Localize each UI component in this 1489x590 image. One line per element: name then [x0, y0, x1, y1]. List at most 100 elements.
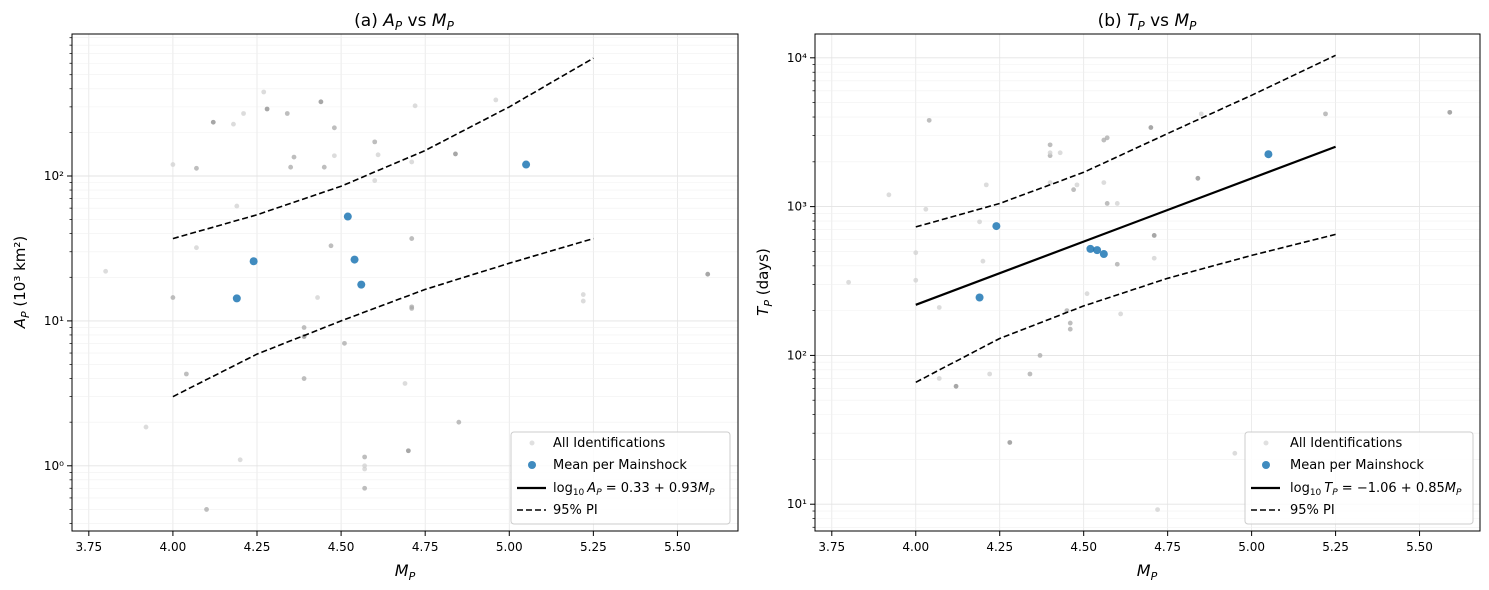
legend-label-mean: Mean per Mainshock: [1290, 458, 1424, 473]
point-all-identification: [1447, 109, 1453, 115]
point-mean-per-mainshock: [249, 257, 258, 266]
point-all-identification: [1057, 150, 1063, 156]
point-all-identification: [231, 121, 236, 127]
point-all-identification: [183, 371, 189, 377]
point-all-identification: [1074, 182, 1080, 188]
x-tick-label: 5.25: [580, 540, 607, 554]
y-tick-label: 10⁰: [44, 459, 64, 473]
chart-panel-a: (a) AP vs MP 3.75 4.00 4.25 4.50 4.75 5.00 5.2…: [11, 11, 739, 583]
point-all-identification: [194, 165, 199, 171]
legend-marker-all: [1263, 440, 1269, 446]
point-all-identification: [143, 424, 149, 430]
pi-upper-line: [915, 54, 1336, 228]
point-all-identification: [1151, 255, 1157, 261]
point-all-identification: [1195, 175, 1201, 181]
point-all-identification: [1007, 440, 1013, 445]
legend-label-all: All Identifications: [553, 436, 665, 451]
point-all-identification: [284, 111, 290, 116]
point-all-identification: [987, 371, 993, 377]
point-mean-per-mainshock: [1099, 250, 1108, 259]
pi-lower-line: [915, 233, 1336, 384]
mean-series: [232, 160, 531, 303]
point-all-identification: [328, 243, 334, 249]
point-all-identification: [983, 182, 989, 188]
plot-frame: [71, 33, 739, 532]
x-tick-label: 5.50: [1406, 540, 1433, 554]
x-tick-label: 5.25: [1322, 540, 1349, 554]
axis-ticks: 3.75 4.00 4.25 4.50 4.75 5.00 5.25 5.50 10¹ 10² 10…: [787, 51, 1433, 554]
point-mean-per-mainshock: [343, 212, 352, 221]
x-tick-label: 4.00: [902, 540, 929, 554]
x-tick-label: 5.00: [496, 540, 523, 554]
x-tick-label: 5.00: [1238, 540, 1265, 554]
point-all-identification: [1067, 326, 1073, 332]
legend-box: [1244, 431, 1474, 525]
all-identifications-series: [103, 89, 711, 512]
point-all-identification: [1037, 353, 1043, 358]
point-all-identification: [1118, 311, 1124, 317]
point-all-identification: [315, 295, 320, 300]
point-all-identification: [412, 103, 418, 109]
point-all-identification: [913, 277, 919, 283]
point-all-identification: [409, 236, 415, 241]
point-mean-per-mainshock: [232, 294, 241, 303]
point-mean-per-mainshock: [350, 255, 359, 264]
y-axis-label: TP (days): [754, 248, 775, 316]
grid: [815, 34, 1480, 531]
point-all-identification: [331, 125, 337, 131]
point-all-identification: [234, 203, 240, 209]
legend: All Identifications Mean per Mainshock l…: [1244, 431, 1474, 525]
point-all-identification: [1071, 187, 1077, 193]
point-all-identification: [580, 298, 586, 304]
x-tick-label: 4.50: [1070, 540, 1097, 554]
point-all-identification: [705, 271, 711, 277]
point-all-identification: [1148, 125, 1154, 130]
point-all-identification: [1155, 507, 1160, 513]
point-all-identification: [980, 258, 986, 264]
chart-title: (b) TP vs MP: [1098, 11, 1198, 33]
point-all-identification: [1101, 180, 1107, 185]
plot-frame: [814, 33, 1481, 532]
point-all-identification: [953, 383, 959, 389]
point-all-identification: [913, 250, 919, 256]
point-mean-per-mainshock: [975, 293, 984, 302]
legend-marker-mean: [528, 461, 536, 469]
point-all-identification: [886, 192, 892, 198]
point-all-identification: [493, 97, 499, 103]
point-all-identification: [264, 106, 270, 112]
y-tick-label: 10³: [787, 200, 807, 214]
fit-line: [915, 145, 1336, 306]
point-all-identification: [926, 117, 932, 123]
point-all-identification: [372, 139, 378, 145]
point-all-identification: [194, 245, 199, 251]
y-tick-label: 10²: [44, 169, 64, 183]
x-tick-label: 3.75: [818, 540, 845, 554]
point-all-identification: [1198, 111, 1204, 117]
point-all-identification: [210, 119, 216, 125]
point-all-identification: [241, 111, 246, 116]
point-all-identification: [936, 305, 942, 310]
chart-title: (a) AP vs MP: [354, 11, 454, 33]
mean-series: [975, 150, 1273, 302]
point-all-identification: [1114, 201, 1120, 206]
point-all-identification: [331, 153, 337, 159]
point-mean-per-mainshock: [1093, 246, 1102, 255]
point-all-identification: [977, 219, 982, 225]
point-all-identification: [170, 162, 176, 167]
point-all-identification: [923, 206, 929, 212]
point-all-identification: [1047, 150, 1053, 156]
point-mean-per-mainshock: [992, 222, 1001, 231]
legend-label-mean: Mean per Mainshock: [553, 458, 687, 473]
point-all-identification: [1067, 320, 1073, 326]
legend-box: [510, 431, 731, 525]
chart-panel-b: (b) TP vs MP 3.75 4.00 4.25 4.50 4.75 5.00 5.2…: [754, 11, 1481, 583]
x-tick-label: 4.75: [412, 540, 439, 554]
x-tick-label: 4.25: [244, 540, 271, 554]
point-all-identification: [321, 164, 327, 170]
point-all-identification: [405, 448, 411, 454]
point-all-identification: [1114, 261, 1120, 267]
legend-marker-all: [529, 440, 535, 446]
pi-upper-line: [172, 57, 594, 240]
point-mean-per-mainshock: [1264, 150, 1273, 159]
